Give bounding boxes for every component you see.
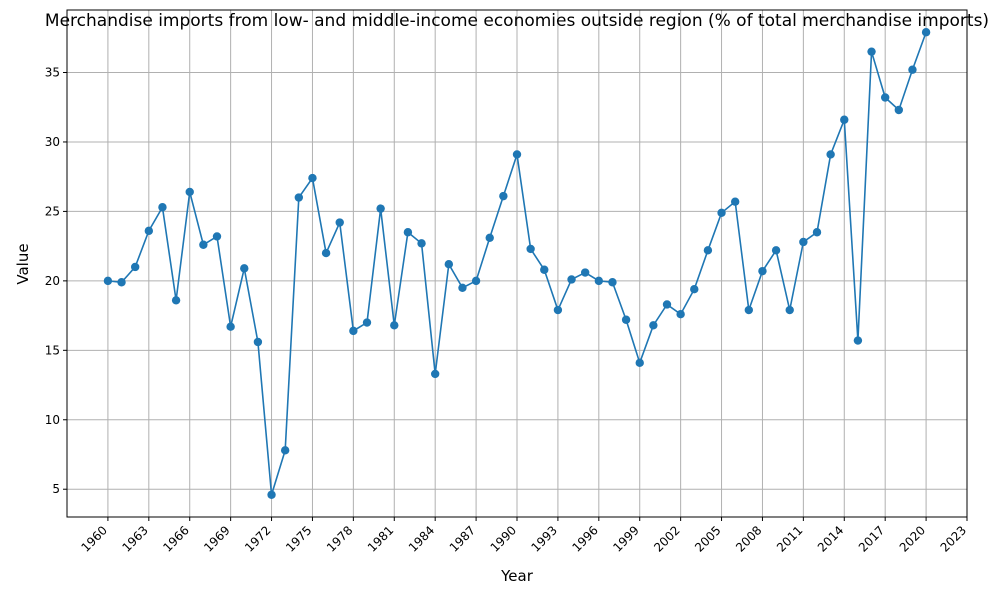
x-tick-label: 2017 (856, 523, 887, 554)
x-tick-label: 2011 (774, 523, 805, 554)
x-tick-label: 1999 (610, 523, 641, 554)
y-tick-label: 5 (52, 482, 60, 496)
data-point (840, 115, 849, 124)
data-point (103, 276, 113, 286)
data-point (158, 203, 167, 212)
data-point (349, 326, 358, 336)
x-tick-label: 1990 (488, 523, 519, 554)
x-tick-label: 1987 (447, 523, 478, 554)
data-point (567, 275, 576, 284)
x-axis-ticks: 1960 1963 1966 1969 1972 1975 1978 1981 1984 1987… (79, 517, 969, 555)
y-tick-label: 20 (45, 274, 60, 288)
x-tick-label: 1960 (79, 523, 110, 554)
data-point (676, 310, 685, 319)
data-point (171, 296, 181, 305)
data-point (880, 93, 890, 102)
data-point (362, 318, 372, 327)
x-tick-label: 2005 (692, 523, 723, 554)
data-point (458, 283, 467, 293)
x-tick-label: 1963 (119, 523, 150, 554)
y-tick-label: 30 (45, 135, 60, 149)
y-tick-label: 25 (45, 204, 60, 218)
data-point (744, 305, 754, 315)
data-point (867, 47, 876, 56)
data-point (390, 321, 399, 330)
x-tick-label: 1984 (406, 523, 437, 554)
data-point (853, 336, 863, 345)
data-point (321, 248, 331, 258)
data-point (376, 204, 385, 213)
data-point (703, 246, 713, 255)
data-point (690, 284, 699, 294)
x-tick-label: 1978 (324, 523, 355, 554)
data-point (144, 226, 154, 236)
x-tick-label: 1996 (569, 523, 600, 554)
data-point (812, 228, 822, 237)
x-tick-label: 1981 (365, 523, 396, 554)
y-axis-label: Value (14, 243, 32, 284)
x-tick-label: 1975 (283, 523, 314, 554)
grid (67, 10, 968, 517)
data-point (908, 65, 917, 74)
data-point (335, 218, 344, 227)
data-point (621, 315, 631, 324)
data-point (294, 193, 304, 202)
data-point (185, 187, 194, 197)
data-point (403, 228, 413, 237)
data-point (226, 322, 235, 331)
x-tick-label: 2014 (815, 523, 846, 554)
data-point (553, 305, 563, 315)
data-point (212, 232, 222, 241)
x-tick-label: 1966 (160, 523, 191, 554)
data-point (485, 233, 494, 243)
data-point (417, 239, 426, 248)
x-tick-label: 2002 (651, 523, 682, 554)
data-point (785, 305, 794, 315)
data-point (499, 191, 508, 201)
x-tick-label: 1969 (201, 523, 232, 554)
data-point (608, 278, 617, 287)
x-tick-label: 1993 (529, 523, 560, 554)
data-point (771, 246, 781, 255)
data-point (430, 369, 440, 379)
data-point (594, 276, 604, 286)
data-point (894, 105, 904, 115)
data-point (826, 150, 835, 159)
data-point (526, 244, 535, 254)
x-tick-label: 1972 (242, 523, 273, 554)
data-point (444, 259, 454, 269)
data-point (921, 28, 931, 37)
data-point (199, 240, 208, 249)
data-series (103, 28, 931, 499)
data-point (512, 150, 522, 159)
data-point (280, 446, 290, 455)
data-point (253, 337, 263, 347)
x-tick-label: 2020 (897, 523, 928, 554)
data-point (308, 173, 317, 183)
data-point (117, 278, 126, 287)
data-point (730, 197, 740, 206)
data-point (130, 262, 140, 272)
data-point (717, 208, 726, 217)
data-point (240, 264, 249, 273)
y-tick-label: 15 (45, 343, 60, 357)
data-point (267, 490, 276, 499)
x-tick-label: 2008 (733, 523, 764, 554)
x-tick-label: 2023 (938, 523, 969, 554)
data-point (540, 265, 549, 274)
chart-title: Merchandise imports from low- and middle… (45, 11, 989, 31)
y-tick-label: 35 (45, 66, 60, 80)
data-point (649, 321, 658, 330)
data-point (471, 276, 481, 286)
data-point (662, 300, 672, 309)
plot-frame (66, 9, 968, 518)
data-point (758, 266, 767, 276)
data-point (799, 237, 808, 247)
data-point (635, 358, 644, 368)
data-point (580, 268, 590, 277)
x-axis-label: Year (500, 567, 534, 585)
y-axis-ticks: 5 10 15 20 25 30 35 (45, 66, 67, 496)
y-tick-label: 10 (45, 413, 60, 427)
